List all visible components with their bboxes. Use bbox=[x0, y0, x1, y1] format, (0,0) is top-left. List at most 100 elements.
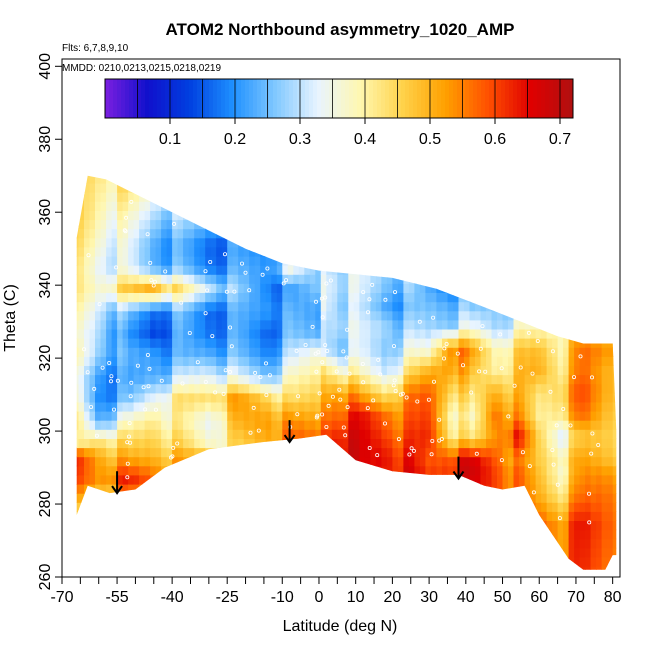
heatmap-cell bbox=[535, 356, 542, 366]
heatmap-cell bbox=[491, 301, 498, 312]
heatmap-cell bbox=[232, 356, 239, 366]
heatmap-cell bbox=[298, 438, 305, 449]
heatmap-cell bbox=[254, 256, 261, 266]
observation-point bbox=[221, 391, 226, 396]
heatmap-cell bbox=[607, 274, 614, 284]
heatmap-cell bbox=[188, 283, 195, 293]
heatmap-cell bbox=[524, 547, 531, 558]
heatmap-cell bbox=[408, 429, 415, 439]
heatmap-cell bbox=[563, 484, 570, 494]
heatmap-cell bbox=[601, 529, 608, 540]
heatmap-cell bbox=[216, 219, 223, 230]
heatmap-cell bbox=[403, 520, 410, 531]
heatmap-cell bbox=[210, 365, 217, 376]
heatmap-cell bbox=[508, 301, 515, 312]
heatmap-cell bbox=[502, 511, 509, 521]
heatmap-cell bbox=[491, 228, 498, 239]
heatmap-cell bbox=[276, 566, 283, 570]
heatmap-cell bbox=[315, 256, 322, 266]
heatmap-cell bbox=[287, 183, 294, 193]
heatmap-cell bbox=[442, 192, 449, 202]
colorbar: 0.1 0.2 0.3 0.4 0.5 0.6 0.7 bbox=[104, 78, 574, 148]
heatmap-cell bbox=[194, 192, 201, 202]
heatmap-cell bbox=[579, 301, 586, 312]
heatmap-cell bbox=[579, 520, 586, 531]
heatmap-cell bbox=[563, 165, 569, 175]
heatmap-cell bbox=[464, 183, 471, 193]
heatmap-cell bbox=[364, 447, 371, 458]
heatmap-cell bbox=[403, 438, 410, 449]
heatmap-cell bbox=[161, 474, 168, 485]
heatmap-cell bbox=[293, 447, 300, 458]
heatmap-cell bbox=[397, 192, 404, 202]
heatmap-cell bbox=[458, 465, 465, 476]
heatmap-cell bbox=[469, 237, 476, 248]
heatmap-cell bbox=[475, 246, 482, 257]
heatmap-cell bbox=[359, 484, 366, 494]
heatmap-cell bbox=[480, 502, 487, 512]
heatmap-cell bbox=[486, 429, 493, 439]
colorbar-segment bbox=[389, 79, 394, 118]
colorbar-segment bbox=[273, 79, 278, 118]
heatmap-cell bbox=[541, 374, 548, 385]
heatmap-cell bbox=[469, 556, 476, 567]
heatmap-cell bbox=[100, 502, 107, 512]
heatmap-cell bbox=[475, 192, 482, 202]
heatmap-cell bbox=[547, 165, 553, 175]
heatmap-cell bbox=[271, 347, 278, 357]
heatmap-cell bbox=[381, 310, 388, 321]
arrow-head bbox=[111, 485, 123, 495]
heatmap-cell bbox=[254, 547, 261, 558]
heatmap-cell bbox=[568, 502, 575, 512]
observation-point bbox=[152, 279, 157, 284]
heatmap-cell bbox=[249, 502, 256, 512]
heatmap-cell bbox=[177, 502, 184, 512]
heatmap-cell bbox=[480, 283, 487, 293]
heatmap-cell bbox=[508, 374, 515, 385]
heatmap-cell bbox=[447, 383, 454, 394]
heatmap-cell bbox=[139, 246, 146, 257]
observation-point bbox=[313, 351, 318, 356]
heatmap-cell bbox=[188, 502, 195, 512]
heatmap-cell bbox=[205, 465, 212, 476]
colorbar-segment bbox=[325, 79, 330, 118]
heatmap-cell bbox=[172, 228, 179, 239]
heatmap-cell bbox=[188, 274, 195, 284]
observation-point bbox=[437, 417, 442, 422]
heatmap-cell bbox=[430, 301, 437, 312]
heatmap-cell bbox=[453, 383, 460, 394]
heatmap-cell bbox=[326, 502, 333, 512]
heatmap-cell bbox=[513, 493, 520, 503]
heatmap-cell bbox=[408, 465, 415, 476]
heatmap-cell bbox=[331, 237, 338, 248]
heatmap-cell bbox=[276, 529, 283, 540]
heatmap-cell bbox=[221, 328, 228, 339]
heatmap-cell bbox=[519, 219, 526, 230]
heatmap-cell bbox=[364, 438, 371, 449]
heatmap-cell bbox=[364, 201, 371, 211]
heatmap-cell bbox=[106, 420, 113, 430]
heatmap-cell bbox=[76, 429, 80, 439]
heatmap-cell bbox=[309, 392, 316, 403]
heatmap-cell bbox=[375, 328, 382, 339]
heatmap-cell bbox=[348, 301, 355, 312]
heatmap-cell bbox=[480, 192, 487, 202]
heatmap-cell bbox=[205, 447, 212, 458]
colorbar-segment bbox=[477, 79, 482, 118]
heatmap-cell bbox=[95, 465, 102, 476]
heatmap-cell bbox=[337, 237, 344, 248]
heatmap-cell bbox=[183, 520, 190, 531]
heatmap-cell bbox=[304, 502, 311, 512]
heatmap-cell bbox=[419, 420, 426, 430]
observation-point bbox=[317, 391, 322, 396]
heatmap-cell bbox=[618, 247, 624, 257]
heatmap-cell bbox=[508, 246, 515, 257]
heatmap-cell bbox=[205, 210, 212, 221]
heatmap-cell bbox=[541, 401, 548, 412]
heatmap-cell bbox=[271, 529, 278, 540]
heatmap-cell bbox=[155, 283, 162, 293]
heatmap-cell bbox=[397, 237, 404, 248]
heatmap-cell bbox=[227, 547, 234, 558]
heatmap-cell bbox=[188, 429, 195, 439]
heatmap-cell bbox=[309, 237, 316, 248]
